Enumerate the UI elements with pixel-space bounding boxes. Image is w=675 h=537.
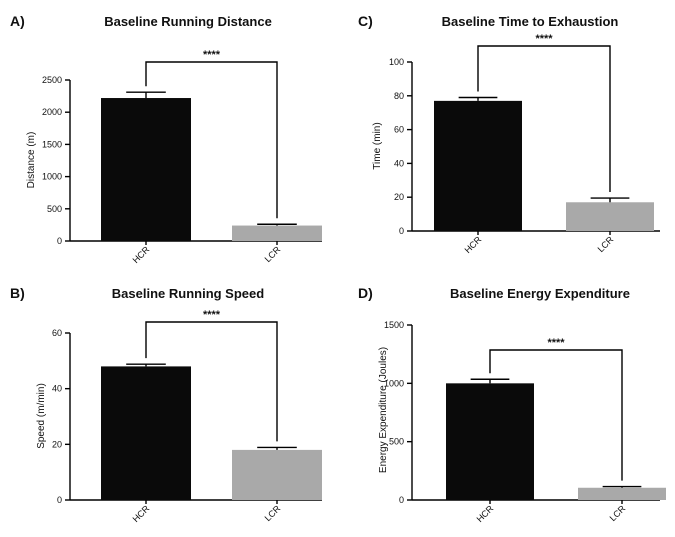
panel-letter: C) xyxy=(358,13,373,29)
chart-title: Baseline Running Speed xyxy=(112,286,264,301)
y-tick-label: 0 xyxy=(57,236,62,246)
panel-letter: D) xyxy=(358,285,373,301)
y-tick-label: 1000 xyxy=(42,172,62,182)
chart-title: Baseline Running Distance xyxy=(104,14,272,29)
panel-letter: A) xyxy=(10,13,25,29)
significance-label: **** xyxy=(535,33,553,45)
bar-lcr xyxy=(232,450,322,500)
bar-hcr xyxy=(101,366,191,500)
chart-title: Baseline Energy Expenditure xyxy=(450,286,630,301)
bar-lcr xyxy=(578,488,666,500)
bar-lcr xyxy=(566,202,654,231)
significance-label: **** xyxy=(203,309,221,321)
y-tick-label: 0 xyxy=(399,226,404,236)
y-tick-label: 60 xyxy=(52,328,62,338)
y-axis-label: Time (min) xyxy=(372,122,383,169)
y-axis-label: Distance (m) xyxy=(26,132,37,189)
x-tick-label: HCR xyxy=(131,503,152,524)
y-tick-label: 1500 xyxy=(42,139,62,149)
bar-hcr xyxy=(434,101,522,231)
y-tick-label: 500 xyxy=(389,437,404,447)
x-tick-label: HCR xyxy=(475,503,496,524)
bar-hcr xyxy=(446,383,534,500)
panel-b: B) Baseline Running Speed Speed (m/min) 0 20… xyxy=(10,285,322,524)
y-tick-label: 20 xyxy=(394,192,404,202)
y-tick-label: 100 xyxy=(389,57,404,67)
bar-hcr xyxy=(101,98,191,241)
x-tick-label: LCR xyxy=(596,234,616,254)
y-axis-label: Energy Expenditure (Joules) xyxy=(378,347,389,473)
chart-title: Baseline Time to Exhaustion xyxy=(442,14,619,29)
panel-letter: B) xyxy=(10,285,25,301)
significance-label: **** xyxy=(203,49,221,61)
y-tick-label: 40 xyxy=(394,158,404,168)
significance-label: **** xyxy=(547,337,565,349)
y-tick-label: 40 xyxy=(52,384,62,394)
y-tick-label: 1500 xyxy=(384,320,404,330)
y-tick-label: 2000 xyxy=(42,107,62,117)
x-tick-label: HCR xyxy=(131,244,152,265)
y-tick-label: 0 xyxy=(57,495,62,505)
x-tick-label: HCR xyxy=(463,234,484,255)
bar-lcr xyxy=(232,226,322,241)
x-tick-label: LCR xyxy=(608,503,628,523)
panel-d: D) Baseline Energy Expenditure Energy Expe… xyxy=(358,285,666,524)
panel-a: A) Baseline Running Distance Distance (m) 0… xyxy=(10,13,322,265)
y-tick-label: 20 xyxy=(52,439,62,449)
panel-c: C) Baseline Time to Exhaustion Time (min) 0… xyxy=(358,13,660,255)
y-tick-label: 1000 xyxy=(384,378,404,388)
y-tick-label: 500 xyxy=(47,204,62,214)
y-tick-label: 80 xyxy=(394,91,404,101)
y-tick-label: 60 xyxy=(394,125,404,135)
x-tick-label: LCR xyxy=(263,244,283,264)
y-tick-label: 0 xyxy=(399,495,404,505)
y-axis-label: Speed (m/min) xyxy=(36,383,47,449)
x-tick-label: LCR xyxy=(263,503,283,523)
y-tick-label: 2500 xyxy=(42,75,62,85)
